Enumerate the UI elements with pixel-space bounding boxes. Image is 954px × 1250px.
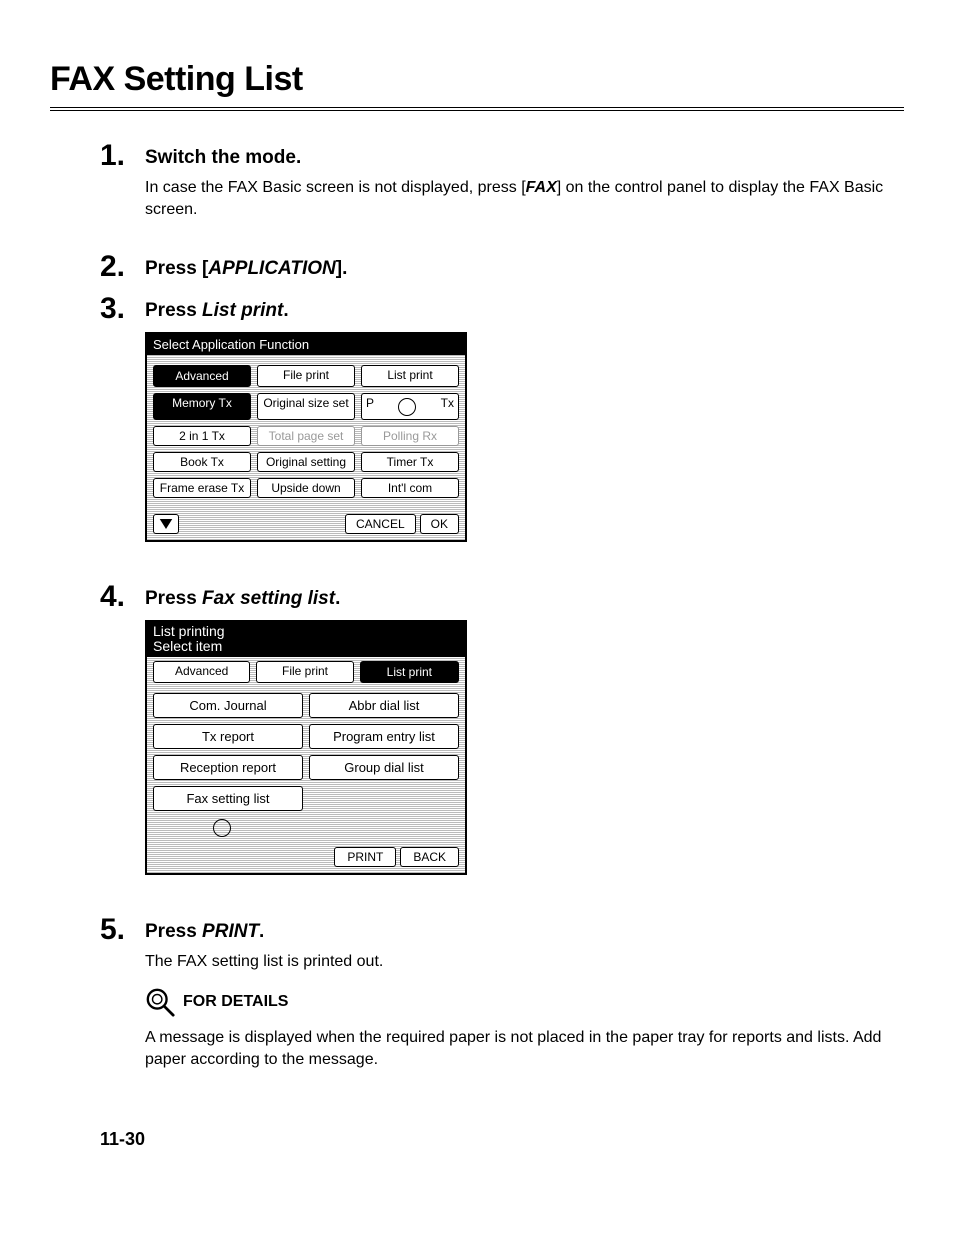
screen1-title: Select Application Function xyxy=(147,334,465,355)
step-5-head: Press PRINT. xyxy=(145,921,904,943)
title-rule xyxy=(50,107,904,111)
step-3: 3. Press List print. Select Application … xyxy=(100,294,904,562)
btn-frame-erase-tx[interactable]: Frame erase Tx xyxy=(153,478,251,498)
step-1: 1. Switch the mode. In case the FAX Basi… xyxy=(100,141,904,232)
step-5: 5. Press PRINT. The FAX setting list is … xyxy=(100,915,904,1082)
cancel-button[interactable]: CANCEL xyxy=(345,514,416,534)
step-3-number: 3. xyxy=(100,294,145,562)
page-title: FAX Setting List xyxy=(50,60,904,99)
pointer-icon xyxy=(213,819,231,837)
ok-button[interactable]: OK xyxy=(420,514,459,534)
tab-list-print[interactable]: List print xyxy=(360,661,459,683)
step-4-head: Press Fax setting list. xyxy=(145,588,904,610)
btn-book-tx[interactable]: Book Tx xyxy=(153,452,251,472)
step-4-number: 4. xyxy=(100,582,145,895)
for-details-label: FOR DETAILS xyxy=(183,993,288,1011)
btn-reception-report[interactable]: Reception report xyxy=(153,755,303,780)
step-2-head: Press [APPLICATION]. xyxy=(145,258,904,280)
step-1-text: In case the FAX Basic screen is not disp… xyxy=(145,177,904,222)
btn-total-page-set[interactable]: Total page set xyxy=(257,426,355,446)
btn-group-dial-list[interactable]: Group dial list xyxy=(309,755,459,780)
step-4: 4. Press Fax setting list. List printing… xyxy=(100,582,904,895)
for-details-heading: FOR DETAILS xyxy=(145,987,904,1017)
step-2-number: 2. xyxy=(100,252,145,288)
btn-upside-down[interactable]: Upside down xyxy=(257,478,355,498)
step-2: 2. Press [APPLICATION]. xyxy=(100,252,904,288)
btn-original-size-set[interactable]: Original size set xyxy=(257,393,355,420)
scroll-down-button[interactable] xyxy=(153,514,179,534)
tab-advanced[interactable]: Advanced xyxy=(153,661,250,683)
btn-polling-rx[interactable]: Polling Rx xyxy=(361,426,459,446)
step-5-text: The FAX setting list is printed out. xyxy=(145,951,904,973)
btn-timer-tx[interactable]: Timer Tx xyxy=(361,452,459,472)
step-3-head: Press List print. xyxy=(145,300,904,322)
btn-abbr-dial-list[interactable]: Abbr dial list xyxy=(309,693,459,718)
screen2-title: List printing Select item xyxy=(147,622,465,657)
pointer-icon xyxy=(398,398,416,416)
screen-application-function: Select Application Function Advanced Fil… xyxy=(145,332,467,542)
print-button[interactable]: PRINT xyxy=(334,847,396,867)
btn-memory-tx[interactable]: Memory Tx xyxy=(153,393,251,420)
btn-original-setting[interactable]: Original setting xyxy=(257,452,355,472)
step-1-head: Switch the mode. xyxy=(145,147,904,169)
btn-com-journal[interactable]: Com. Journal xyxy=(153,693,303,718)
for-details-text: A message is displayed when the required… xyxy=(145,1027,904,1072)
step-1-number: 1. xyxy=(100,141,145,232)
magnifier-icon xyxy=(145,987,175,1017)
btn-intl-com[interactable]: Int'l com xyxy=(361,478,459,498)
btn-tx-report[interactable]: Tx report xyxy=(153,724,303,749)
btn-polling-tx[interactable]: PTx xyxy=(361,393,459,420)
btn-advanced[interactable]: Advanced xyxy=(153,365,251,387)
btn-file-print[interactable]: File print xyxy=(257,365,355,387)
btn-list-print[interactable]: List print xyxy=(361,365,459,387)
screen-list-printing: List printing Select item Advanced File … xyxy=(145,620,467,875)
back-button[interactable]: BACK xyxy=(400,847,459,867)
page-number: 11-30 xyxy=(100,1129,145,1150)
btn-program-entry-list[interactable]: Program entry list xyxy=(309,724,459,749)
step-5-number: 5. xyxy=(100,915,145,1082)
btn-fax-setting-list[interactable]: Fax setting list xyxy=(153,786,303,811)
tab-file-print[interactable]: File print xyxy=(256,661,353,683)
btn-2in1-tx[interactable]: 2 in 1 Tx xyxy=(153,426,251,446)
